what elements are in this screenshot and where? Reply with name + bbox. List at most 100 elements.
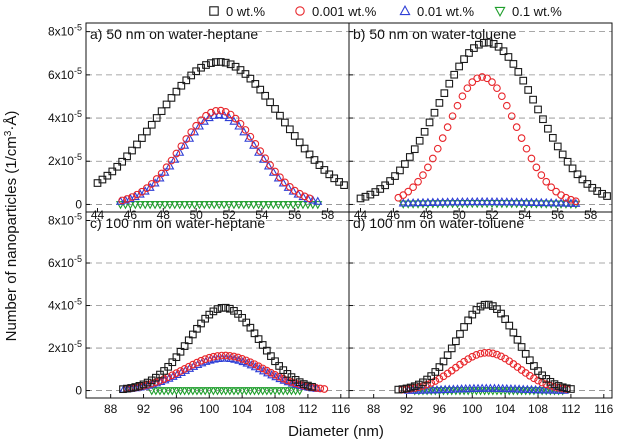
data-point	[234, 121, 244, 130]
data-point	[167, 156, 176, 165]
data-point	[493, 84, 501, 93]
data-point	[497, 309, 505, 318]
data-point	[263, 201, 274, 210]
data-point	[300, 144, 309, 153]
y-tick-label: 0	[75, 197, 82, 211]
data-point	[142, 127, 151, 136]
data-point	[258, 201, 269, 210]
data-point	[443, 351, 452, 360]
data-point	[448, 112, 457, 121]
data-point	[571, 197, 580, 206]
data-point	[130, 201, 140, 210]
series	[394, 300, 575, 394]
data-point	[433, 144, 442, 153]
data-point	[488, 78, 496, 86]
data-point	[254, 335, 263, 343]
data-point	[267, 352, 275, 360]
data-point	[128, 193, 136, 201]
data-point	[295, 138, 304, 147]
data-point	[386, 177, 394, 185]
data-point	[250, 360, 259, 369]
data-point	[162, 100, 171, 109]
data-point	[147, 376, 156, 385]
data-point	[193, 324, 201, 333]
series	[356, 38, 611, 203]
data-point	[123, 152, 131, 161]
data-point	[509, 60, 518, 68]
data-point	[534, 367, 542, 375]
data-point	[164, 373, 173, 382]
data-point	[225, 351, 234, 360]
data-point	[287, 378, 296, 386]
data-point	[268, 201, 278, 210]
x-tick-label: 92	[400, 402, 414, 416]
data-point	[118, 196, 127, 205]
data-point	[381, 181, 390, 190]
data-point	[468, 310, 477, 319]
data-point	[152, 175, 161, 183]
data-point	[205, 353, 214, 362]
data-point	[267, 368, 275, 377]
data-point	[562, 384, 571, 393]
data-point	[531, 197, 541, 206]
data-point	[478, 73, 486, 81]
data-point	[571, 198, 581, 207]
data-point	[182, 135, 191, 143]
data-point	[553, 142, 562, 151]
data-point	[221, 351, 230, 360]
x-tick-label: 104	[495, 402, 515, 416]
data-point	[98, 175, 107, 184]
data-point	[147, 120, 156, 129]
data-point	[224, 112, 234, 122]
data-point	[320, 385, 329, 393]
data-point	[447, 197, 458, 206]
y-axis-label: Number of nanoparticles (1/cm3·Å)	[3, 111, 20, 342]
data-point	[176, 347, 185, 356]
data-point	[230, 352, 238, 361]
data-point	[313, 201, 323, 210]
data-point	[217, 304, 226, 312]
data-point	[246, 74, 255, 83]
data-point	[529, 95, 537, 104]
x-tick-label: 88	[367, 402, 381, 416]
data-point	[428, 197, 438, 206]
data-point	[514, 68, 523, 76]
data-point	[398, 198, 408, 207]
data-point	[340, 181, 348, 189]
data-point	[488, 349, 497, 358]
data-point	[214, 201, 224, 210]
x-tick-label: 96	[433, 402, 447, 416]
data-point	[246, 323, 255, 332]
data-point	[201, 355, 210, 363]
data-point	[418, 197, 428, 207]
data-point	[201, 314, 210, 323]
data-point	[405, 153, 414, 161]
data-point	[262, 366, 271, 375]
x-tick-label: 108	[528, 402, 548, 416]
data-point	[304, 381, 312, 390]
data-point	[143, 378, 152, 387]
data-point	[452, 197, 463, 206]
data-point	[573, 170, 582, 179]
legend-label: 0.001 wt.%	[312, 4, 377, 19]
data-point	[408, 198, 418, 207]
data-point	[517, 197, 527, 206]
data-point	[145, 201, 155, 210]
data-point	[258, 341, 267, 349]
data-point	[238, 354, 247, 363]
data-point	[477, 196, 487, 206]
data-point	[541, 197, 551, 207]
data-point	[568, 164, 577, 173]
data-point	[184, 201, 195, 210]
x-tick-label: 56	[288, 208, 302, 222]
data-point	[187, 128, 196, 136]
data-point	[493, 350, 501, 359]
data-point	[423, 380, 431, 389]
legend-item: 0.01 wt.%	[399, 4, 475, 19]
legend-item: 0.001 wt.%	[295, 4, 377, 19]
data-point	[188, 330, 197, 339]
data-point	[415, 136, 424, 145]
data-point	[221, 58, 230, 67]
data-point	[254, 201, 264, 210]
data-point	[563, 157, 572, 166]
